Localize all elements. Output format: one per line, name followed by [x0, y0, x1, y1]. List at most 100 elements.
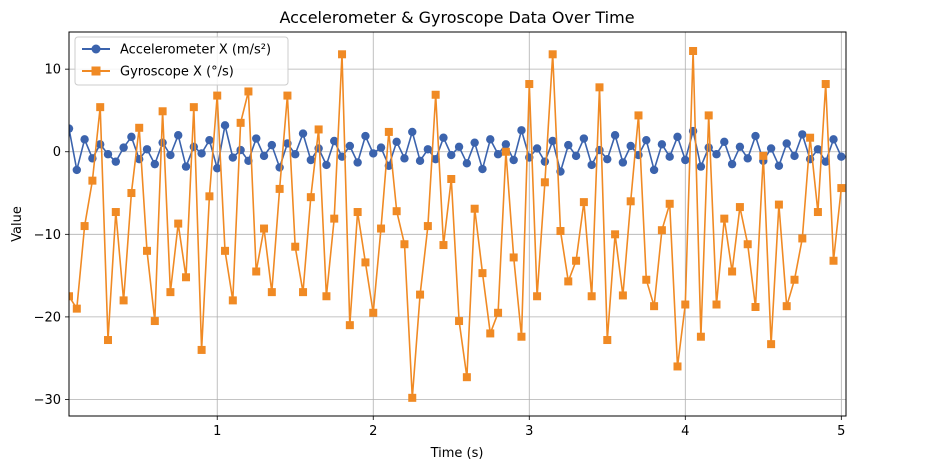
- point-accelerometer: [618, 158, 628, 167]
- point-gyroscope: [260, 224, 269, 233]
- point-gyroscope: [517, 332, 526, 341]
- point-gyroscope: [80, 222, 89, 231]
- point-gyroscope: [470, 204, 479, 213]
- point-gyroscope: [494, 308, 503, 317]
- point-gyroscope: [314, 125, 323, 134]
- point-accelerometer: [236, 145, 245, 155]
- point-accelerometer: [166, 150, 175, 160]
- x-axis: 1 2 3 4 5: [213, 416, 845, 439]
- point-gyroscope: [728, 267, 737, 276]
- point-gyroscope: [782, 302, 791, 311]
- point-accelerometer: [587, 160, 596, 170]
- x-tick-label: 1: [213, 424, 221, 439]
- point-accelerometer: [322, 160, 331, 170]
- point-gyroscope: [813, 208, 822, 217]
- point-accelerometer: [579, 134, 589, 143]
- point-gyroscope: [174, 219, 183, 228]
- point-accelerometer: [517, 126, 526, 135]
- point-gyroscope: [197, 345, 206, 354]
- point-accelerometer: [751, 131, 760, 141]
- x-tick-label: 3: [525, 424, 533, 439]
- point-accelerometer: [150, 159, 160, 169]
- point-gyroscope: [150, 317, 159, 326]
- point-gyroscope: [681, 300, 690, 309]
- point-accelerometer: [345, 141, 355, 151]
- point-accelerometer: [119, 143, 128, 152]
- point-gyroscope: [345, 321, 354, 330]
- y-tick-label: −10: [34, 228, 61, 243]
- point-accelerometer: [228, 153, 238, 162]
- point-gyroscope: [720, 214, 729, 223]
- point-gyroscope: [96, 103, 105, 112]
- point-accelerometer: [813, 145, 823, 154]
- point-gyroscope: [712, 300, 721, 309]
- point-gyroscope: [462, 373, 471, 382]
- point-gyroscope: [377, 224, 386, 233]
- point-accelerometer: [696, 162, 706, 171]
- point-gyroscope: [384, 127, 393, 136]
- point-gyroscope: [439, 241, 448, 250]
- point-accelerometer: [673, 132, 682, 142]
- point-accelerometer: [205, 135, 214, 145]
- point-accelerometer: [743, 154, 752, 163]
- point-gyroscope: [455, 317, 464, 326]
- point-accelerometer: [127, 132, 136, 142]
- point-accelerometer: [821, 157, 830, 166]
- legend-box: [74, 36, 289, 86]
- point-gyroscope: [104, 336, 113, 345]
- point-accelerometer: [462, 159, 472, 168]
- point-accelerometer: [790, 151, 799, 161]
- x-tick-label: 2: [369, 424, 377, 439]
- point-gyroscope: [626, 197, 635, 206]
- point-accelerometer: [649, 165, 659, 175]
- point-accelerometer: [213, 164, 222, 173]
- point-accelerometer: [509, 155, 518, 165]
- point-gyroscope: [423, 222, 432, 231]
- point-accelerometer: [681, 155, 690, 165]
- point-gyroscope: [228, 296, 237, 305]
- legend-marker-accelerometer: [91, 44, 101, 54]
- point-accelerometer: [408, 127, 417, 137]
- point-accelerometer: [111, 157, 121, 166]
- point-gyroscope: [821, 80, 830, 89]
- point-gyroscope: [291, 242, 300, 251]
- point-accelerometer: [259, 151, 269, 161]
- point-gyroscope: [642, 275, 651, 284]
- point-gyroscope: [548, 50, 557, 59]
- point-accelerometer: [220, 121, 230, 130]
- point-accelerometer: [837, 152, 846, 161]
- point-accelerometer: [423, 145, 433, 154]
- point-gyroscope: [798, 234, 807, 243]
- point-accelerometer: [782, 139, 791, 148]
- point-gyroscope: [143, 246, 152, 255]
- point-gyroscope: [221, 246, 230, 255]
- point-accelerometer: [103, 150, 113, 159]
- point-accelerometer: [532, 144, 542, 153]
- point-accelerometer: [626, 141, 635, 151]
- point-gyroscope: [486, 329, 495, 338]
- point-gyroscope: [189, 103, 198, 112]
- point-gyroscope: [556, 227, 565, 236]
- point-gyroscope: [587, 292, 596, 301]
- point-gyroscope: [158, 107, 167, 116]
- point-accelerometer: [735, 142, 745, 151]
- point-accelerometer: [392, 137, 401, 147]
- point-accelerometer: [298, 129, 308, 138]
- point-accelerometer: [564, 140, 573, 150]
- plot-area: [69, 46, 846, 402]
- y-axis: 10 0 −10 −20 −30: [34, 63, 69, 408]
- x-tick-label: 5: [837, 424, 845, 439]
- point-accelerometer: [330, 136, 339, 146]
- y-tick-label: −20: [34, 310, 61, 325]
- x-tick-label: 4: [681, 424, 689, 439]
- point-gyroscope: [213, 91, 222, 100]
- point-gyroscope: [767, 340, 776, 349]
- point-accelerometer: [267, 140, 277, 150]
- x-axis-label: Time (s): [430, 446, 484, 461]
- point-gyroscope: [166, 288, 175, 297]
- point-accelerometer: [704, 143, 713, 152]
- point-gyroscope: [306, 193, 315, 202]
- chart-title: Accelerometer & Gyroscope Data Over Time: [279, 8, 634, 27]
- point-gyroscope: [540, 178, 549, 187]
- point-gyroscope: [829, 256, 838, 265]
